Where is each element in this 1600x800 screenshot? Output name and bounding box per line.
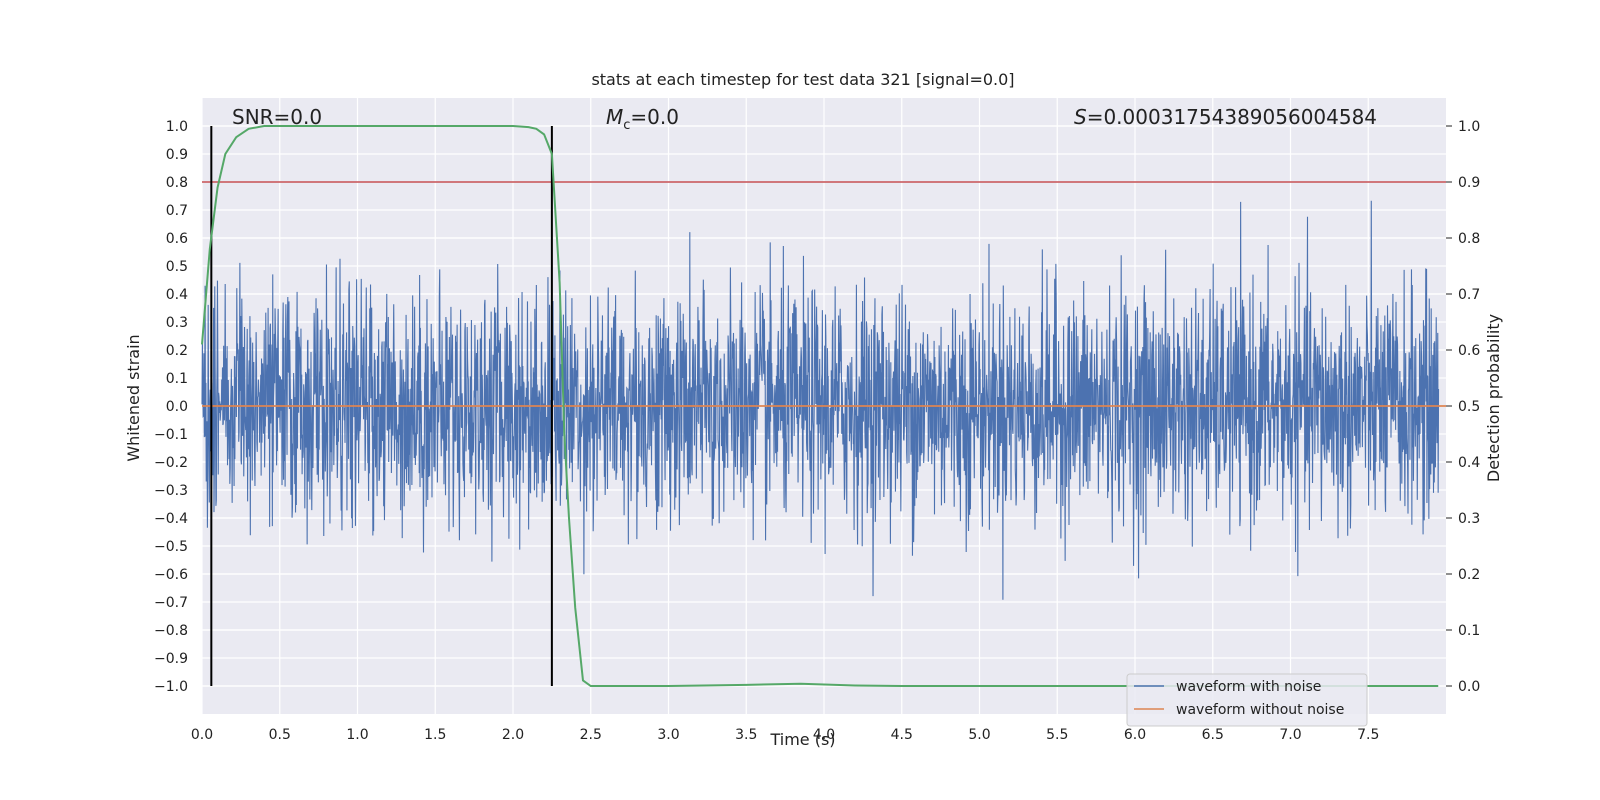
- y-tick-label: −0.2: [154, 455, 188, 471]
- y-tick-label: 0.3: [166, 315, 188, 331]
- y-tick-label: 0.9: [166, 147, 188, 163]
- y-tick-label: −1.0: [154, 679, 188, 695]
- y-tick-label: −0.9: [154, 651, 188, 667]
- legend-label-without-noise: waveform without noise: [1176, 702, 1344, 718]
- x-tick-label: 2.0: [502, 727, 524, 743]
- legend-box: [1126, 673, 1368, 727]
- y-axis-label: Whitened strain: [124, 334, 143, 461]
- s-symbol: S: [1074, 105, 1087, 129]
- y-tick-label: −0.8: [154, 623, 188, 639]
- s-annotation: S=0.00031754389056004584: [1074, 105, 1377, 129]
- x-tick-label: 4.5: [891, 727, 913, 743]
- y2-tick-label: 0.7: [1458, 287, 1480, 303]
- overlays: [201, 125, 1446, 687]
- s-value: =0.00031754389056004584: [1087, 105, 1377, 129]
- mc-value: =0.0: [630, 105, 679, 129]
- y-tick-label: 0.8: [166, 175, 188, 191]
- x-tick-label: 0.5: [269, 727, 291, 743]
- x-tick-label: 6.5: [1202, 727, 1224, 743]
- y2-tick-label: 1.0: [1458, 119, 1480, 135]
- y-tick-label: −0.1: [154, 427, 188, 443]
- noise-waveform-series: [201, 200, 1440, 600]
- y2-tick-label: 0.9: [1458, 175, 1480, 191]
- y-tick-label: 0.7: [166, 203, 188, 219]
- y-tick-label: 1.0: [166, 119, 188, 135]
- y2-tick-label: 0.0: [1458, 679, 1480, 695]
- snr-annotation: SNR=0.0: [232, 105, 322, 129]
- y2-tick-label: 0.4: [1458, 455, 1480, 471]
- y2-tick-label: 0.2: [1458, 567, 1480, 583]
- x-tick-label: 6.0: [1124, 727, 1146, 743]
- y2-tick-label: 0.6: [1458, 343, 1480, 359]
- y-tick-label: 0.6: [166, 231, 188, 247]
- noise-waveform-line: [201, 200, 1440, 600]
- x-tick-label: 1.0: [346, 727, 368, 743]
- y-tick-label: −0.6: [154, 567, 188, 583]
- x-tick-label: 5.5: [1046, 727, 1068, 743]
- x-tick-label: 1.5: [424, 727, 446, 743]
- x-axis-label: Time (s): [769, 730, 835, 749]
- axes: 0.0 0.5 1.0 1.5 2.0 2.5 3.0 3.5 4.0 4.5 5.0 5.5 6.0 6…: [154, 119, 1480, 743]
- x-tick-label: 4.0: [813, 727, 835, 743]
- x-tick-label: 2.5: [580, 727, 602, 743]
- y-tick-label: −0.7: [154, 595, 188, 611]
- x-tick-label: 3.0: [657, 727, 679, 743]
- y2-tick-label: 0.3: [1458, 511, 1480, 527]
- mc-annotation: Mc=0.0: [606, 105, 679, 133]
- detection-probability-line: [201, 125, 1439, 687]
- y-tick-label: 0.5: [166, 259, 188, 275]
- x-tick-label: 7.5: [1357, 727, 1379, 743]
- mc-subscript: c: [623, 118, 630, 133]
- y-tick-label: −0.5: [154, 539, 188, 555]
- y-tick-label: 0.0: [166, 399, 188, 415]
- y-tick-label: 0.4: [166, 287, 188, 303]
- y-tick-label: −0.3: [154, 483, 188, 499]
- chart-title: stats at each timestep for test data 321…: [591, 70, 1014, 89]
- y2-axis-label: Detection probability: [1484, 314, 1503, 482]
- x-tick-label: 3.5: [735, 727, 757, 743]
- legend: waveform with noise waveform without noi…: [1126, 673, 1368, 727]
- y-tick-label: 0.1: [166, 371, 188, 387]
- y2-tick-label: 0.8: [1458, 231, 1480, 247]
- x-tick-label: 0.0: [191, 727, 213, 743]
- x-tick-label: 5.0: [968, 727, 990, 743]
- y-tick-label: 0.2: [166, 343, 188, 359]
- mc-symbol: M: [606, 105, 623, 129]
- y2-tick-label: 0.5: [1458, 399, 1480, 415]
- x-tick-label: 7.0: [1279, 727, 1301, 743]
- legend-label-with-noise: waveform with noise: [1176, 679, 1321, 695]
- y-tick-label: −0.4: [154, 511, 188, 527]
- y2-tick-label: 0.1: [1458, 623, 1480, 639]
